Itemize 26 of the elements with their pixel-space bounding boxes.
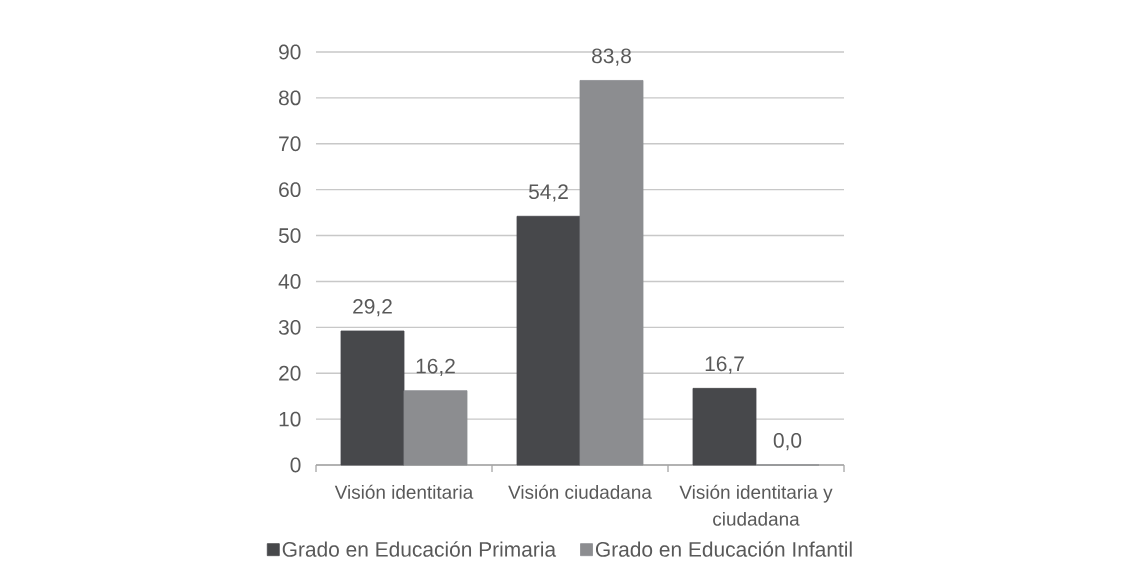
x-tick-label: Visión ciudadana xyxy=(508,484,652,499)
data-label: 0,0 xyxy=(773,432,802,451)
bar xyxy=(403,390,468,466)
legend-label: Grado en Educación Primaria xyxy=(282,541,557,557)
data-label: 16,2 xyxy=(416,358,455,376)
y-tick-label: 60 xyxy=(279,182,301,198)
y-tick-label: 10 xyxy=(279,411,301,427)
data-label: 29,2 xyxy=(353,299,392,317)
data-label: 16,7 xyxy=(705,356,744,374)
data-label: 54,2 xyxy=(528,184,568,202)
y-tick-label: 50 xyxy=(278,228,301,243)
x-tick-label: Visión identitaria y ciudadana xyxy=(679,484,833,526)
x-tick-label: Visión identitaria xyxy=(334,484,474,499)
bar xyxy=(516,215,581,466)
y-tick-label: 90 xyxy=(279,44,301,60)
data-label: 83,8 xyxy=(592,48,631,66)
y-tick-label: 70 xyxy=(279,136,301,152)
y-tick-label: 0 xyxy=(290,457,301,473)
y-tick-label: 40 xyxy=(278,274,301,289)
legend-label: Grado en Educación Infantil xyxy=(595,541,852,557)
bar xyxy=(692,387,757,466)
y-tick-label: 30 xyxy=(278,319,301,335)
bar xyxy=(340,330,405,466)
y-tick-label: 80 xyxy=(278,90,301,106)
y-tick-label: 20 xyxy=(279,365,301,381)
bar xyxy=(579,80,644,466)
